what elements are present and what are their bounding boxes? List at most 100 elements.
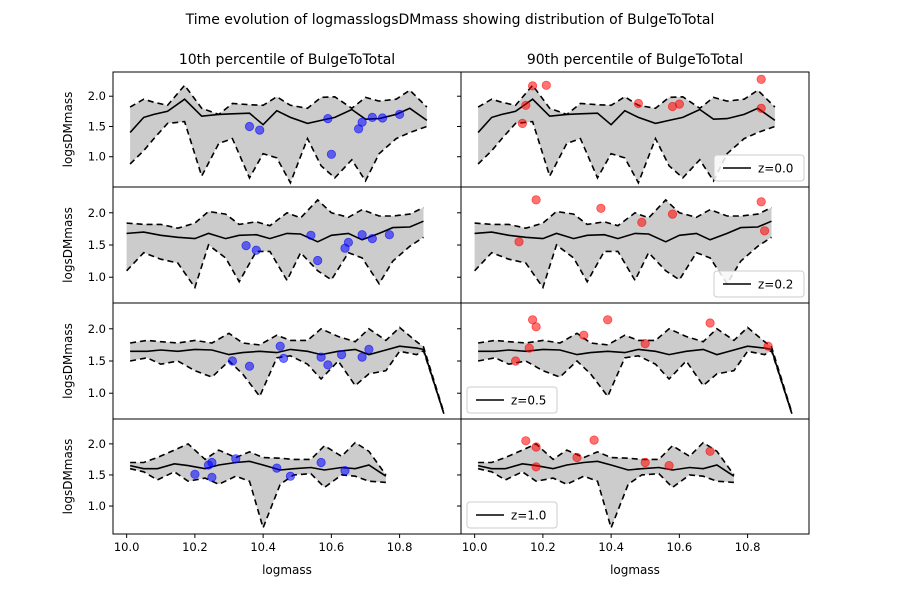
high-btt-point — [596, 203, 606, 213]
low-btt-point — [231, 454, 241, 464]
legend-box — [713, 154, 805, 182]
legend: z=0.2 — [713, 270, 805, 298]
low-btt-point — [278, 353, 289, 363]
high-btt-point — [759, 226, 770, 236]
legend-label: z=0.0 — [758, 162, 793, 176]
low-btt-point — [364, 344, 374, 354]
y-tick-label: 2.0 — [88, 437, 106, 451]
panel-plot-area — [129, 441, 387, 531]
x-tick-label: 10.4 — [598, 540, 624, 554]
high-btt-point — [705, 318, 715, 328]
legend-label: z=0.5 — [511, 394, 546, 408]
panel-plot-area — [129, 326, 445, 415]
low-btt-point — [323, 360, 333, 370]
low-btt-point — [313, 255, 323, 266]
low-btt-point — [241, 241, 251, 251]
low-btt-point — [255, 125, 265, 135]
high-btt-point — [514, 237, 524, 247]
legend: z=0.5 — [466, 386, 558, 414]
low-btt-point — [340, 465, 350, 476]
high-btt-point — [674, 99, 685, 109]
legend-box — [713, 270, 805, 298]
low-btt-point — [275, 341, 285, 351]
median-line — [477, 98, 776, 134]
high-btt-point — [531, 322, 541, 332]
low-btt-point — [326, 149, 336, 159]
legend-label: z=0.2 — [758, 278, 793, 292]
y-tick-label: 1.0 — [88, 150, 106, 164]
figure-title: Time evolution of logmasslogsDMmass show… — [185, 12, 715, 28]
percentile-band — [130, 327, 444, 414]
high-btt-point — [531, 462, 541, 472]
upper-percentile-line — [130, 441, 387, 476]
x-tick-label: 10.6 — [667, 540, 693, 554]
x-axis-label: logmass — [262, 563, 312, 577]
low-btt-point — [207, 472, 217, 482]
high-btt-point — [541, 80, 551, 90]
low-btt-point — [227, 356, 237, 366]
y-tick-label: 1.0 — [88, 386, 106, 400]
high-btt-point — [579, 330, 589, 340]
high-btt-point — [637, 217, 647, 227]
low-btt-point — [244, 121, 255, 132]
median-line — [474, 220, 772, 243]
legend: z=1.0 — [466, 501, 558, 529]
column-title-left: 10th percentile of BulgeToTotal — [179, 52, 395, 68]
x-tick-label: 10.2 — [182, 540, 208, 554]
x-axis-label: logmass — [610, 563, 660, 577]
lower-percentile-line — [477, 467, 734, 531]
y-axis-label: logsDMmass — [61, 323, 75, 399]
high-btt-point — [527, 81, 538, 91]
y-tick-label: 1.5 — [88, 119, 106, 133]
high-btt-point — [763, 341, 773, 351]
median-line — [130, 345, 445, 415]
legend: z=0.0 — [713, 154, 805, 182]
lower-percentile-line — [129, 120, 428, 185]
panel-plot-area — [477, 435, 735, 531]
lower-percentile-line — [477, 349, 793, 415]
low-btt-point — [251, 245, 261, 255]
high-btt-point — [521, 100, 531, 110]
upper-percentile-line — [129, 326, 445, 413]
y-tick-label: 2.0 — [88, 206, 106, 220]
panel-plot-area — [477, 74, 776, 185]
column-title-right: 90th percentile of BulgeToTotal — [527, 52, 743, 68]
low-btt-point — [367, 234, 377, 244]
lower-percentile-line — [129, 467, 386, 531]
x-tick-label: 10.8 — [735, 540, 761, 554]
high-btt-point — [572, 452, 582, 463]
y-tick-label: 2.0 — [88, 89, 106, 103]
high-btt-point — [756, 103, 766, 113]
x-tick-label: 10.6 — [319, 540, 345, 554]
low-btt-point — [323, 114, 333, 124]
high-btt-point — [531, 442, 541, 452]
low-btt-point — [285, 471, 295, 481]
upper-percentile-line — [478, 441, 735, 476]
y-axis-label: logsDMmass — [61, 92, 75, 168]
x-tick-label: 10.0 — [462, 540, 488, 554]
high-btt-point — [756, 197, 766, 207]
low-btt-point — [316, 352, 326, 362]
high-btt-point — [664, 460, 674, 471]
y-tick-label: 1.0 — [88, 270, 106, 284]
percentile-band — [130, 85, 427, 183]
legend-box — [466, 501, 558, 529]
high-btt-point — [640, 457, 650, 468]
high-btt-point — [705, 446, 715, 456]
low-btt-point — [357, 117, 367, 127]
high-btt-point — [756, 74, 766, 84]
high-btt-point — [521, 436, 531, 446]
x-tick-label: 10.0 — [114, 540, 140, 554]
percentile-band — [126, 199, 424, 288]
upper-percentile-line — [126, 198, 424, 230]
high-btt-point — [531, 195, 541, 205]
high-btt-point — [633, 98, 644, 109]
high-btt-point — [524, 343, 534, 353]
median-line — [126, 220, 424, 243]
y-tick-label: 2.0 — [88, 322, 106, 336]
panel-plot-area — [477, 315, 793, 415]
legend-box — [466, 386, 558, 414]
low-btt-point — [384, 230, 394, 240]
y-axis-label: logsDMmass — [61, 207, 75, 283]
high-btt-point — [667, 209, 678, 219]
